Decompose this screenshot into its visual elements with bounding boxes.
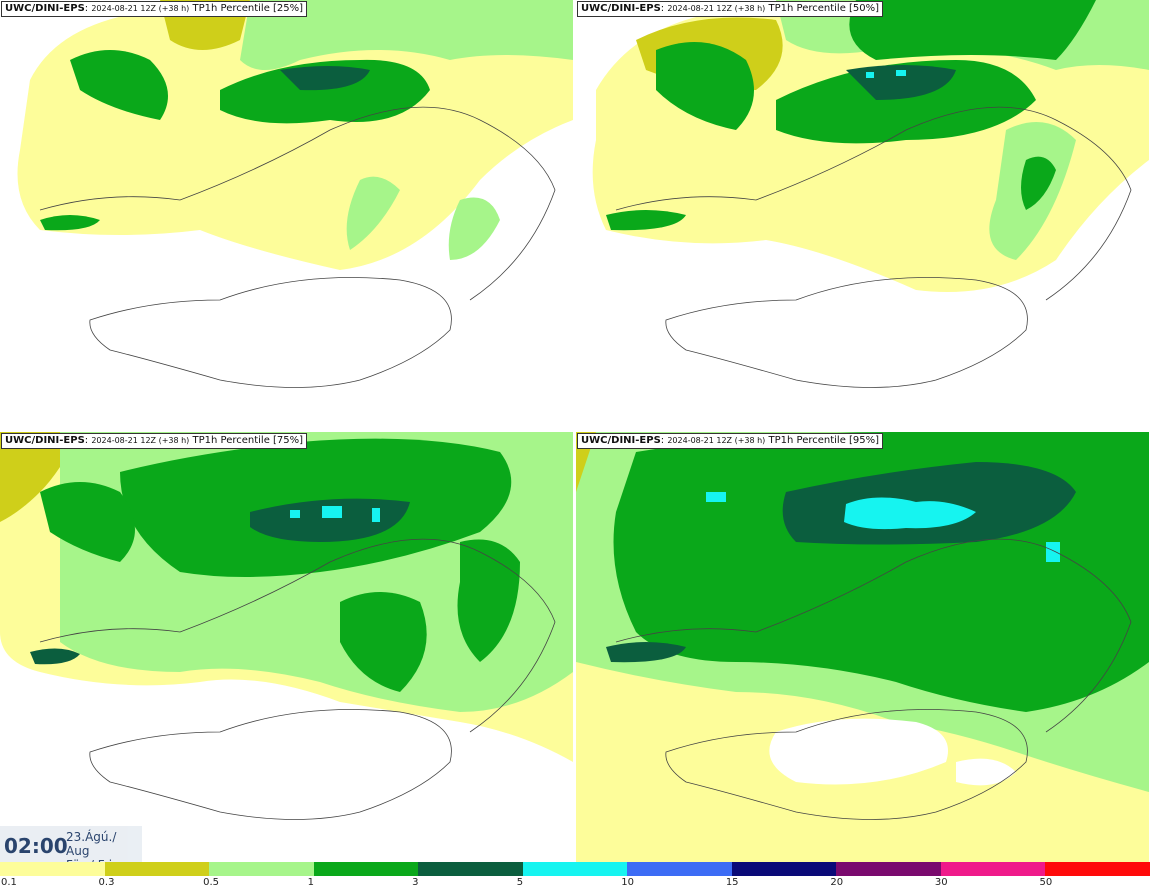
legend-bin <box>731 862 837 876</box>
run-time: 2024-08-21 12Z (+38 h) <box>91 4 190 13</box>
panel-divider-horizontal <box>0 430 1150 432</box>
model-source: UWC/DINI-EPS <box>581 435 661 446</box>
legend-color-bar <box>0 862 1150 876</box>
legend-label: 30 <box>934 877 948 888</box>
legend-label: 0.5 <box>203 877 219 888</box>
run-time: 2024-08-21 12Z (+38 h) <box>667 436 766 445</box>
precip-map-p95 <box>576 432 1149 862</box>
valid-time: 02:00 <box>4 834 68 858</box>
legend-bin <box>418 862 523 876</box>
legend-bin <box>836 862 941 876</box>
precip-map-p25 <box>0 0 573 430</box>
legend-bin <box>0 862 105 876</box>
map-panel-p50: UWC/DINI-EPS: 2024-08-21 12Z (+38 h) TP1… <box>576 0 1149 430</box>
legend-bin <box>104 862 210 876</box>
legend-label: 1 <box>307 877 314 888</box>
legend-label: 0.3 <box>98 877 115 888</box>
legend-bin <box>1045 862 1150 876</box>
precip-map-p50 <box>576 0 1149 430</box>
legend-bin <box>209 862 314 876</box>
field-name: TP1h Percentile [95%] <box>768 435 880 446</box>
field-name: TP1h Percentile [50%] <box>768 3 880 14</box>
panel-title: UWC/DINI-EPS: 2024-08-21 12Z (+38 h) TP1… <box>577 1 884 17</box>
model-source: UWC/DINI-EPS <box>5 3 85 14</box>
legend-label: 50 <box>1039 877 1053 888</box>
valid-time-box: 02:00 23.Ágú./ Aug Fös./ Fri <box>0 826 142 872</box>
legend-labels: 0.1 0.3 0.5 1 3 5 10 15 20 30 50 <box>0 877 1150 891</box>
run-time: 2024-08-21 12Z (+38 h) <box>667 4 766 13</box>
map-panel-p25: UWC/DINI-EPS: 2024-08-21 12Z (+38 h) TP1… <box>0 0 573 430</box>
legend-label: 0.1 <box>1 877 17 888</box>
map-panel-p75: UWC/DINI-EPS: 2024-08-21 12Z (+38 h) TP1… <box>0 432 573 862</box>
legend-bin <box>522 862 628 876</box>
color-legend: 0.1 0.3 0.5 1 3 5 10 15 20 30 50 <box>0 862 1150 891</box>
panel-title: UWC/DINI-EPS: 2024-08-21 12Z (+38 h) TP1… <box>1 433 308 449</box>
legend-label: 15 <box>725 877 739 888</box>
legend-bin <box>313 862 419 876</box>
legend-label: 3 <box>412 877 419 888</box>
run-time: 2024-08-21 12Z (+38 h) <box>91 436 190 445</box>
model-source: UWC/DINI-EPS <box>5 435 85 446</box>
legend-label: 5 <box>516 877 524 888</box>
precip-map-p75 <box>0 432 573 862</box>
legend-bin <box>940 862 1046 876</box>
legend-label: 10 <box>621 877 634 888</box>
field-name: TP1h Percentile [75%] <box>192 435 304 446</box>
model-source: UWC/DINI-EPS <box>581 3 661 14</box>
valid-date-line-1: 23.Ágú./ Aug <box>66 830 117 858</box>
legend-label: 20 <box>830 877 844 888</box>
field-name: TP1h Percentile [25%] <box>192 3 304 14</box>
legend-bin <box>627 862 732 876</box>
map-panel-p95: UWC/DINI-EPS: 2024-08-21 12Z (+38 h) TP1… <box>576 432 1149 862</box>
panel-title: UWC/DINI-EPS: 2024-08-21 12Z (+38 h) TP1… <box>577 433 884 449</box>
panel-title: UWC/DINI-EPS: 2024-08-21 12Z (+38 h) TP1… <box>1 1 308 17</box>
